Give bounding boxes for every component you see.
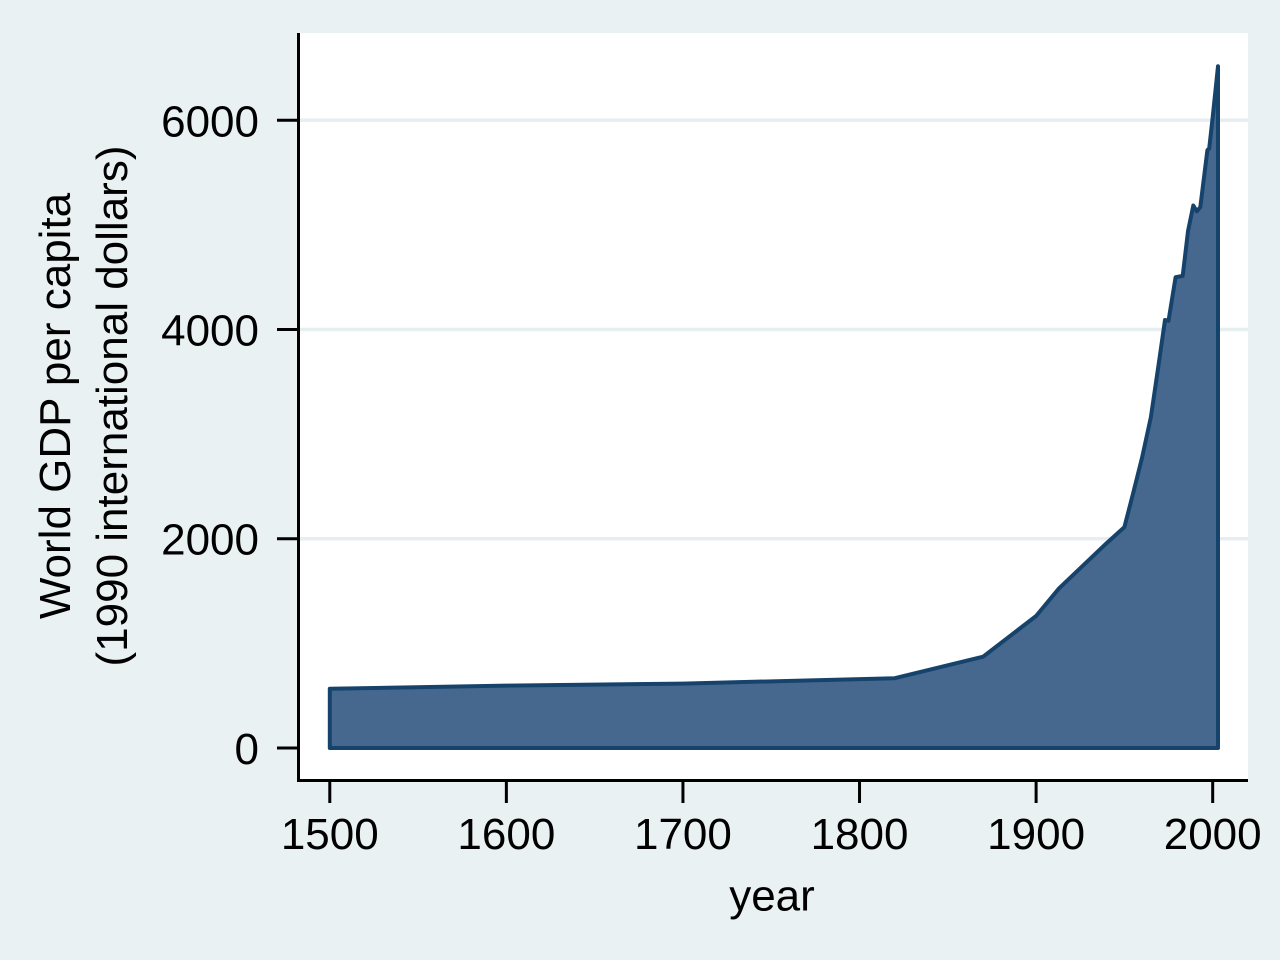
- y-tick-label: 4000: [161, 306, 259, 355]
- y-tick-label: 2000: [161, 516, 259, 565]
- y-axis-title-line-2: (1990 international dollars): [88, 145, 137, 667]
- x-tick-label: 1900: [987, 810, 1085, 859]
- y-tick-label: 0: [235, 725, 259, 774]
- x-tick-label: 1600: [457, 810, 555, 859]
- x-tick-label: 1500: [281, 810, 379, 859]
- x-axis-title: year: [729, 871, 815, 921]
- y-axis-title: World GDP per capita (1990 international…: [27, 146, 141, 667]
- axis-lines: [297, 33, 1248, 782]
- y-axis-title-line-1: World GDP per capita: [30, 192, 80, 620]
- area-series: [327, 64, 1220, 750]
- y-tick-label: 6000: [161, 97, 259, 146]
- x-tick-label: 2000: [1164, 810, 1262, 859]
- x-tick-label: 1700: [634, 810, 732, 859]
- x-tick-label: 1800: [811, 810, 909, 859]
